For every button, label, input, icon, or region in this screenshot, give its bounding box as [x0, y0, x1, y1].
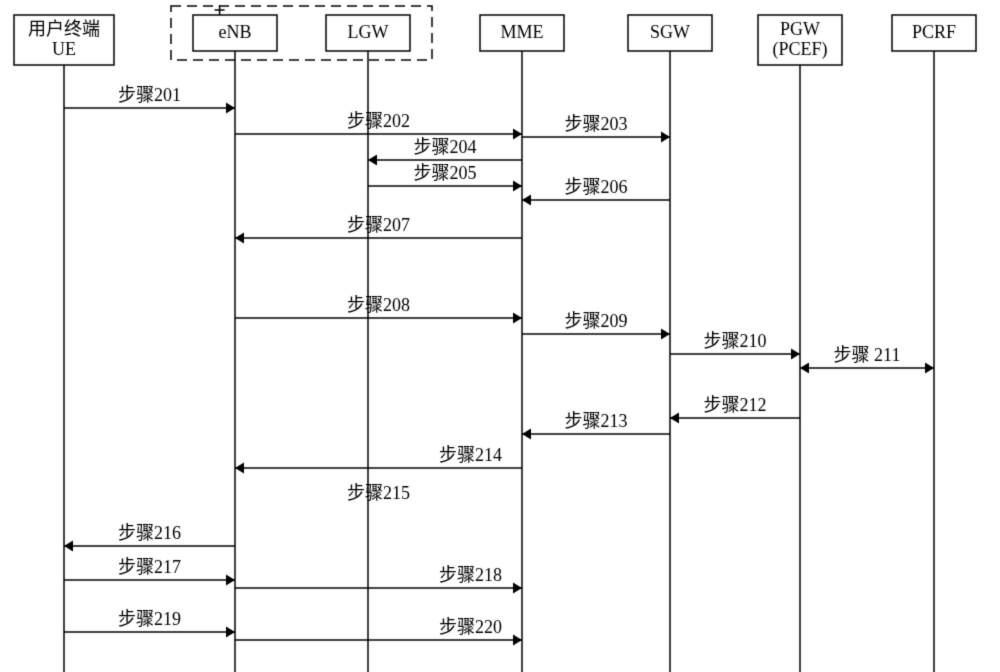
sequence-diagram [0, 0, 1000, 672]
